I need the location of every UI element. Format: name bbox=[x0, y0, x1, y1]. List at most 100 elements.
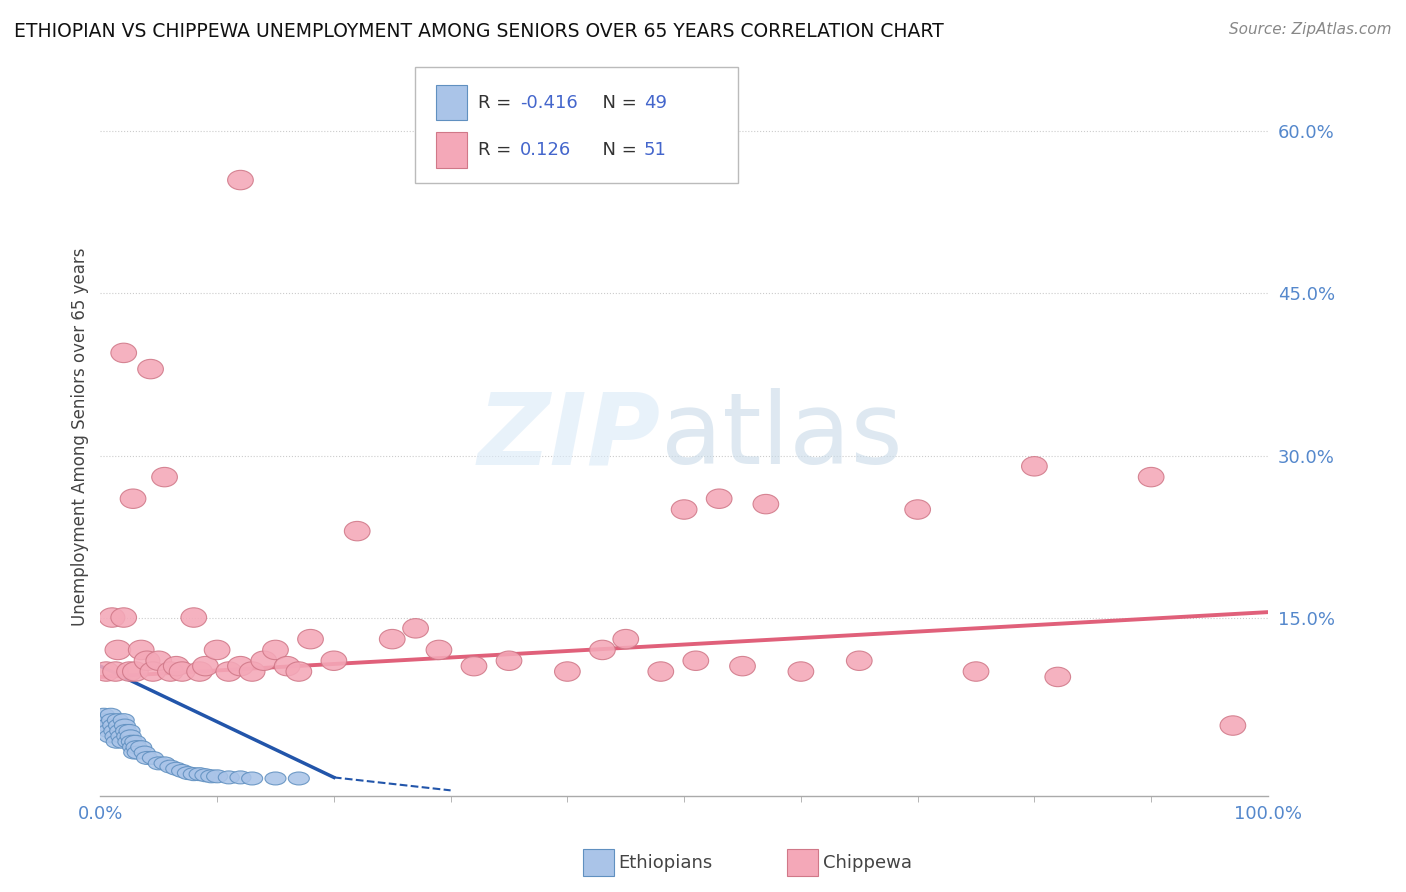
Ellipse shape bbox=[298, 630, 323, 648]
Ellipse shape bbox=[905, 500, 931, 519]
Ellipse shape bbox=[402, 619, 429, 638]
Ellipse shape bbox=[111, 607, 136, 627]
Ellipse shape bbox=[228, 170, 253, 190]
Text: atlas: atlas bbox=[661, 388, 903, 485]
Ellipse shape bbox=[242, 772, 263, 785]
Ellipse shape bbox=[122, 662, 148, 681]
Ellipse shape bbox=[193, 657, 218, 676]
Ellipse shape bbox=[264, 772, 285, 785]
Ellipse shape bbox=[120, 489, 146, 508]
Ellipse shape bbox=[122, 740, 143, 754]
Ellipse shape bbox=[228, 657, 253, 676]
Ellipse shape bbox=[98, 724, 120, 738]
Text: Source: ZipAtlas.com: Source: ZipAtlas.com bbox=[1229, 22, 1392, 37]
Ellipse shape bbox=[136, 751, 157, 764]
Text: ETHIOPIAN VS CHIPPEWA UNEMPLOYMENT AMONG SENIORS OVER 65 YEARS CORRELATION CHART: ETHIOPIAN VS CHIPPEWA UNEMPLOYMENT AMONG… bbox=[14, 22, 943, 41]
Ellipse shape bbox=[101, 714, 122, 727]
Ellipse shape bbox=[380, 630, 405, 648]
Ellipse shape bbox=[166, 763, 187, 775]
Ellipse shape bbox=[426, 640, 451, 660]
Ellipse shape bbox=[461, 657, 486, 676]
Ellipse shape bbox=[131, 740, 152, 754]
Ellipse shape bbox=[141, 662, 166, 681]
Ellipse shape bbox=[554, 662, 581, 681]
Ellipse shape bbox=[97, 719, 118, 732]
Ellipse shape bbox=[107, 735, 127, 748]
Ellipse shape bbox=[110, 724, 131, 738]
Ellipse shape bbox=[142, 751, 163, 764]
Ellipse shape bbox=[263, 640, 288, 660]
Ellipse shape bbox=[706, 489, 733, 508]
Ellipse shape bbox=[114, 719, 135, 732]
Text: 0.126: 0.126 bbox=[520, 141, 571, 159]
Ellipse shape bbox=[1220, 715, 1246, 735]
Ellipse shape bbox=[218, 771, 239, 784]
Ellipse shape bbox=[163, 657, 188, 676]
Ellipse shape bbox=[104, 724, 125, 738]
Ellipse shape bbox=[496, 651, 522, 671]
Y-axis label: Unemployment Among Seniors over 65 years: Unemployment Among Seniors over 65 years bbox=[72, 247, 89, 626]
Ellipse shape bbox=[121, 735, 142, 748]
Ellipse shape bbox=[105, 640, 131, 660]
Text: R =: R = bbox=[478, 141, 517, 159]
Ellipse shape bbox=[111, 730, 132, 743]
Ellipse shape bbox=[1139, 467, 1164, 487]
Ellipse shape bbox=[1045, 667, 1070, 687]
Ellipse shape bbox=[100, 607, 125, 627]
Ellipse shape bbox=[183, 768, 204, 780]
Ellipse shape bbox=[730, 657, 755, 676]
Ellipse shape bbox=[117, 662, 142, 681]
Ellipse shape bbox=[146, 651, 172, 671]
Ellipse shape bbox=[152, 467, 177, 487]
Ellipse shape bbox=[201, 770, 222, 783]
Ellipse shape bbox=[195, 769, 217, 781]
Ellipse shape bbox=[754, 494, 779, 514]
Ellipse shape bbox=[148, 757, 169, 770]
Ellipse shape bbox=[172, 764, 193, 778]
Ellipse shape bbox=[138, 359, 163, 379]
Ellipse shape bbox=[103, 662, 128, 681]
Ellipse shape bbox=[108, 719, 129, 732]
Ellipse shape bbox=[115, 724, 136, 738]
Ellipse shape bbox=[112, 735, 134, 748]
Ellipse shape bbox=[207, 770, 228, 783]
Ellipse shape bbox=[321, 651, 347, 671]
Ellipse shape bbox=[127, 740, 148, 754]
Ellipse shape bbox=[204, 640, 231, 660]
Ellipse shape bbox=[648, 662, 673, 681]
Ellipse shape bbox=[285, 662, 312, 681]
Ellipse shape bbox=[124, 746, 145, 759]
Ellipse shape bbox=[111, 343, 136, 363]
Text: Ethiopians: Ethiopians bbox=[619, 854, 713, 871]
Ellipse shape bbox=[120, 724, 141, 738]
Ellipse shape bbox=[169, 662, 195, 681]
Ellipse shape bbox=[93, 708, 114, 722]
Ellipse shape bbox=[125, 735, 146, 748]
Ellipse shape bbox=[683, 651, 709, 671]
Ellipse shape bbox=[344, 522, 370, 541]
Text: 49: 49 bbox=[644, 94, 666, 112]
Ellipse shape bbox=[250, 651, 277, 671]
Ellipse shape bbox=[963, 662, 988, 681]
Ellipse shape bbox=[103, 719, 124, 732]
Ellipse shape bbox=[134, 746, 155, 759]
Text: N =: N = bbox=[591, 94, 643, 112]
Ellipse shape bbox=[846, 651, 872, 671]
Ellipse shape bbox=[117, 730, 138, 743]
Ellipse shape bbox=[787, 662, 814, 681]
Ellipse shape bbox=[105, 730, 127, 743]
Ellipse shape bbox=[127, 746, 148, 759]
Ellipse shape bbox=[107, 714, 128, 727]
Ellipse shape bbox=[239, 662, 264, 681]
Text: -0.416: -0.416 bbox=[520, 94, 578, 112]
Ellipse shape bbox=[155, 757, 176, 770]
Ellipse shape bbox=[181, 607, 207, 627]
Ellipse shape bbox=[288, 772, 309, 785]
Ellipse shape bbox=[120, 730, 141, 743]
Ellipse shape bbox=[100, 708, 121, 722]
Ellipse shape bbox=[671, 500, 697, 519]
Text: ZIP: ZIP bbox=[478, 388, 661, 485]
Ellipse shape bbox=[274, 657, 299, 676]
Ellipse shape bbox=[231, 771, 250, 784]
Ellipse shape bbox=[96, 714, 117, 727]
